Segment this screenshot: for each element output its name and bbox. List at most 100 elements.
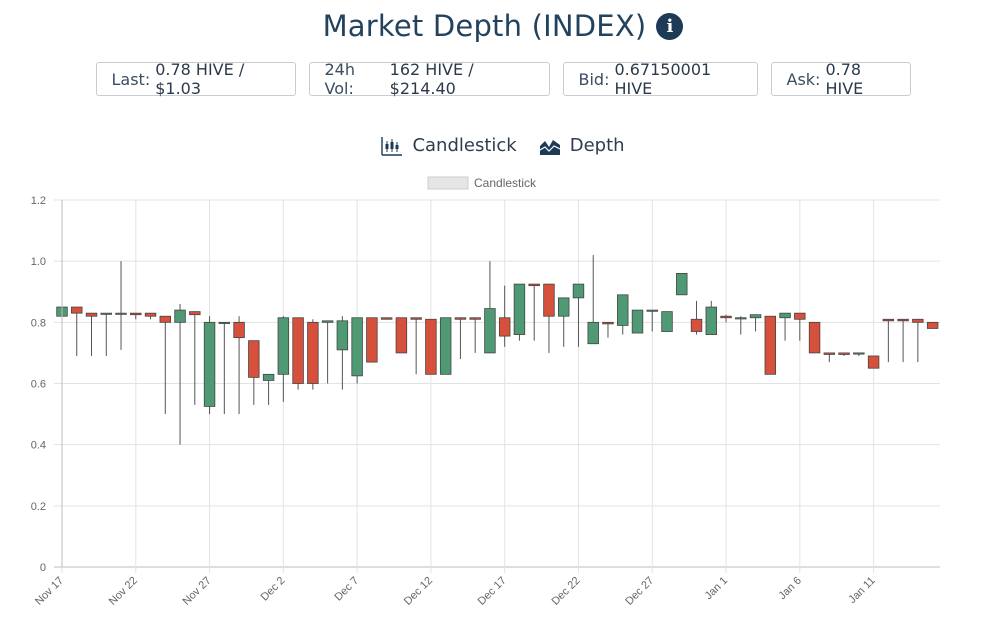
candle-body[interactable] bbox=[71, 306, 83, 314]
candle-body[interactable] bbox=[823, 352, 836, 355]
y-tick-label: 0 bbox=[40, 562, 46, 574]
candle-body[interactable] bbox=[587, 321, 599, 345]
chart-mode-toggle: Candlestick Depth bbox=[0, 135, 1006, 156]
candle-body[interactable] bbox=[395, 317, 408, 354]
candle-body[interactable] bbox=[85, 312, 98, 317]
candle-body[interactable] bbox=[794, 312, 806, 320]
x-tick-label: Jan 1 bbox=[703, 575, 731, 603]
candle-body[interactable] bbox=[528, 283, 540, 287]
candle-body[interactable] bbox=[735, 317, 747, 320]
candlestick-icon bbox=[381, 136, 403, 156]
legend-swatch[interactable] bbox=[427, 176, 469, 190]
candle-body[interactable] bbox=[543, 283, 555, 317]
x-tick-label: Nov 22 bbox=[107, 575, 140, 608]
candle-body[interactable] bbox=[558, 297, 570, 317]
legend-label[interactable]: Candlestick bbox=[474, 176, 537, 190]
x-tick-label: Dec 7 bbox=[332, 575, 361, 604]
candle-body[interactable] bbox=[705, 306, 717, 335]
x-tick-label: Nov 27 bbox=[181, 575, 214, 608]
candle-body[interactable] bbox=[749, 314, 762, 319]
candle-body[interactable] bbox=[646, 309, 658, 312]
candle-body[interactable] bbox=[336, 320, 349, 351]
x-tick-label: Jan 6 bbox=[776, 575, 804, 603]
candle-body[interactable] bbox=[277, 317, 290, 375]
stat-last-value: 0.78 HIVE / $1.03 bbox=[155, 60, 245, 98]
mode-candlestick-button[interactable]: Candlestick bbox=[381, 135, 517, 156]
candle-body[interactable] bbox=[498, 317, 511, 337]
x-tick-label: Dec 2 bbox=[259, 575, 288, 604]
candle-body[interactable] bbox=[764, 315, 777, 375]
candle-body[interactable] bbox=[661, 311, 673, 332]
candle-body[interactable] bbox=[779, 312, 791, 319]
candle-body[interactable] bbox=[203, 321, 216, 407]
candle-body[interactable] bbox=[631, 309, 644, 334]
candle-body[interactable] bbox=[262, 373, 275, 381]
candle-body[interactable] bbox=[867, 355, 880, 369]
stat-bid-value: 0.67150001 HIVE bbox=[614, 60, 712, 98]
candle-body[interactable] bbox=[676, 273, 688, 296]
candle-body[interactable] bbox=[425, 318, 437, 375]
stat-ask: Ask: 0.78 HIVE bbox=[770, 60, 911, 98]
y-tick-label: 0.4 bbox=[31, 440, 46, 452]
stat-volume: 24h Vol: 162 HIVE / $214.40 bbox=[308, 60, 550, 98]
candle-body[interactable] bbox=[159, 315, 172, 323]
candle-body[interactable] bbox=[882, 318, 895, 322]
chart-legend[interactable]: Candlestick bbox=[427, 176, 537, 190]
y-tick-label: 0.6 bbox=[31, 379, 46, 391]
title-row: Market Depth (INDEX) i bbox=[0, 6, 1006, 46]
candle-body[interactable] bbox=[307, 321, 319, 384]
candle-body[interactable] bbox=[410, 317, 422, 320]
stat-volume-label: 24h Vol: bbox=[324, 60, 356, 98]
candle-body[interactable] bbox=[853, 352, 865, 355]
candle-body[interactable] bbox=[690, 318, 703, 332]
candle-body[interactable] bbox=[351, 317, 363, 377]
candle-body[interactable] bbox=[174, 309, 186, 323]
candle-body[interactable] bbox=[366, 317, 378, 363]
candle-body[interactable] bbox=[720, 315, 732, 319]
y-tick-label: 0.8 bbox=[31, 317, 46, 329]
candle-body[interactable] bbox=[189, 311, 201, 316]
candle-body[interactable] bbox=[233, 321, 245, 339]
stat-last: Last: 0.78 HIVE / $1.03 bbox=[95, 60, 296, 98]
candle-body[interactable] bbox=[572, 283, 585, 299]
chart-grid bbox=[54, 199, 940, 573]
mode-depth-label: Depth bbox=[569, 135, 625, 156]
info-circle-icon[interactable]: i bbox=[656, 12, 684, 40]
candle-body[interactable] bbox=[292, 317, 304, 384]
x-tick-label: Dec 27 bbox=[623, 575, 656, 608]
x-tick-label: Jan 11 bbox=[846, 575, 877, 606]
candle-body[interactable] bbox=[926, 321, 939, 329]
candle-body[interactable] bbox=[897, 318, 909, 322]
candle-body[interactable] bbox=[144, 312, 157, 317]
x-tick-label: Dec 22 bbox=[549, 575, 582, 608]
candle-body[interactable] bbox=[838, 352, 850, 355]
mode-depth-button[interactable]: Depth bbox=[539, 135, 625, 156]
x-tick-label: Nov 17 bbox=[33, 575, 66, 608]
mode-candlestick-label: Candlestick bbox=[412, 135, 517, 156]
candle-body[interactable] bbox=[115, 312, 127, 315]
stat-bid: Bid: 0.67150001 HIVE bbox=[562, 60, 758, 98]
candle-body[interactable] bbox=[617, 294, 629, 326]
stat-bid-label: Bid: bbox=[578, 69, 610, 89]
candle-body[interactable] bbox=[218, 321, 231, 324]
candle-body[interactable] bbox=[602, 321, 614, 325]
candles-layer bbox=[56, 255, 939, 445]
stat-last-label: Last: bbox=[111, 69, 151, 89]
candle-body[interactable] bbox=[100, 312, 112, 315]
market-stats: Last: 0.78 HIVE / $1.03 24h Vol: 162 HIV… bbox=[0, 60, 1006, 98]
candle-body[interactable] bbox=[321, 320, 334, 323]
candle-body[interactable] bbox=[454, 317, 467, 320]
candle-body[interactable] bbox=[439, 317, 452, 375]
candle-body[interactable] bbox=[248, 340, 260, 378]
candle-body[interactable] bbox=[380, 317, 393, 320]
candle-body[interactable] bbox=[513, 283, 526, 335]
candle-body[interactable] bbox=[469, 317, 481, 320]
candle-body[interactable] bbox=[130, 312, 142, 316]
x-tick-label: Dec 17 bbox=[476, 575, 509, 608]
y-tick-label: 1.2 bbox=[31, 195, 46, 207]
y-tick-label: 0.2 bbox=[31, 501, 46, 513]
candle-body[interactable] bbox=[808, 321, 821, 354]
candle-body[interactable] bbox=[484, 308, 496, 354]
candle-body[interactable] bbox=[912, 318, 924, 323]
chart-axes: 0 0.2 0.4 0.6 0.8 1.0 1.2 Nov 17 Nov 22 Nov 27 Dec… bbox=[31, 195, 878, 608]
